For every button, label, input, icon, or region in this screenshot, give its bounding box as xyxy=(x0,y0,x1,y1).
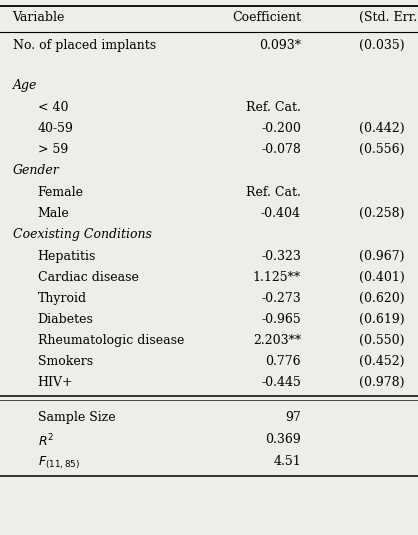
Text: Sample Size: Sample Size xyxy=(38,411,115,424)
Text: Thyroid: Thyroid xyxy=(38,292,87,305)
Text: Rheumatologic disease: Rheumatologic disease xyxy=(38,334,184,347)
Text: $\mathit{F}_{(11,85)}$: $\mathit{F}_{(11,85)}$ xyxy=(38,455,80,471)
Text: 0.093*: 0.093* xyxy=(259,39,301,52)
Text: Female: Female xyxy=(38,186,84,199)
Text: -0.404: -0.404 xyxy=(261,207,301,220)
Text: Smokers: Smokers xyxy=(38,355,93,368)
Text: (0.556): (0.556) xyxy=(359,143,405,156)
Text: (0.967): (0.967) xyxy=(359,250,405,263)
Text: > 59: > 59 xyxy=(38,143,68,156)
Text: $\mathit{R}^{2}$: $\mathit{R}^{2}$ xyxy=(38,433,54,449)
Text: (Std. Err.): (Std. Err.) xyxy=(359,11,418,24)
Text: (0.620): (0.620) xyxy=(359,292,405,305)
Text: Coefficient: Coefficient xyxy=(232,11,301,24)
Text: (0.035): (0.035) xyxy=(359,39,405,52)
Text: -0.273: -0.273 xyxy=(261,292,301,305)
Text: (0.619): (0.619) xyxy=(359,313,405,326)
Text: 40-59: 40-59 xyxy=(38,122,74,135)
Text: Cardiac disease: Cardiac disease xyxy=(38,271,138,284)
Text: Diabetes: Diabetes xyxy=(38,313,94,326)
Text: 1.125**: 1.125** xyxy=(253,271,301,284)
Text: Coexisting Conditions: Coexisting Conditions xyxy=(13,228,151,241)
Text: -0.078: -0.078 xyxy=(261,143,301,156)
Text: (0.401): (0.401) xyxy=(359,271,405,284)
Text: Age: Age xyxy=(13,79,37,92)
Text: (0.258): (0.258) xyxy=(359,207,405,220)
Text: Male: Male xyxy=(38,207,69,220)
Text: Ref. Cat.: Ref. Cat. xyxy=(246,101,301,114)
Text: Gender: Gender xyxy=(13,164,59,177)
Text: -0.445: -0.445 xyxy=(261,376,301,389)
Text: 4.51: 4.51 xyxy=(273,455,301,468)
Text: -0.965: -0.965 xyxy=(261,313,301,326)
Text: < 40: < 40 xyxy=(38,101,68,114)
Text: 2.203**: 2.203** xyxy=(253,334,301,347)
Text: HIV+: HIV+ xyxy=(38,376,73,389)
Text: (0.452): (0.452) xyxy=(359,355,405,368)
Text: Ref. Cat.: Ref. Cat. xyxy=(246,186,301,199)
Text: No. of placed implants: No. of placed implants xyxy=(13,39,155,52)
Text: Hepatitis: Hepatitis xyxy=(38,250,96,263)
Text: (0.442): (0.442) xyxy=(359,122,405,135)
Text: -0.323: -0.323 xyxy=(261,250,301,263)
Text: 0.776: 0.776 xyxy=(265,355,301,368)
Text: 97: 97 xyxy=(285,411,301,424)
Text: (0.550): (0.550) xyxy=(359,334,405,347)
Text: 0.369: 0.369 xyxy=(265,433,301,446)
Text: -0.200: -0.200 xyxy=(261,122,301,135)
Text: (0.978): (0.978) xyxy=(359,376,405,389)
Text: Variable: Variable xyxy=(13,11,65,24)
